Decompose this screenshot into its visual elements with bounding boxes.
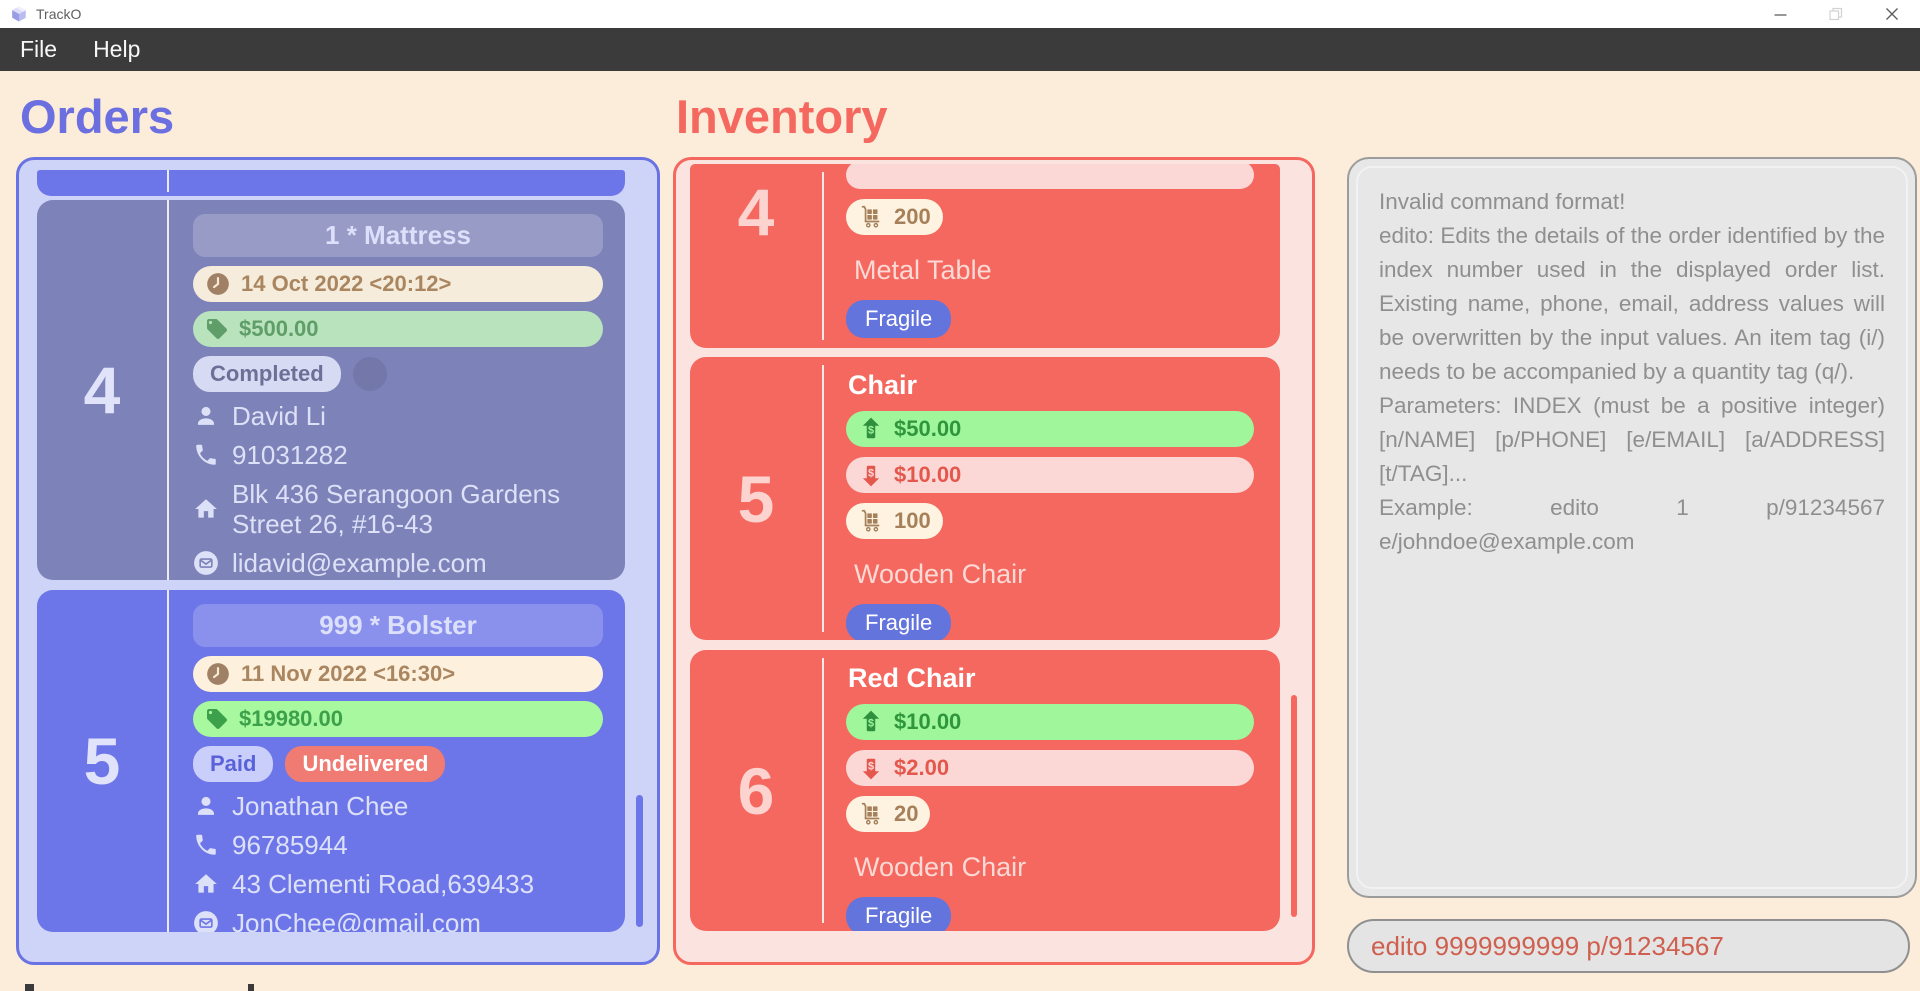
customer-address-row: 43 Clementi Road,639433 bbox=[193, 869, 603, 899]
order-total-pill: $19980.00 bbox=[193, 701, 603, 737]
window-controls bbox=[1752, 0, 1920, 28]
window-title: TrackO bbox=[36, 6, 82, 22]
menu-file[interactable]: File bbox=[20, 36, 58, 62]
customer-email-row: JonChee@gmail.com bbox=[193, 908, 603, 932]
svg-text:$: $ bbox=[868, 424, 874, 436]
item-description: Wooden Chair bbox=[854, 559, 1027, 589]
phone-icon bbox=[196, 834, 216, 855]
order-total-pill: $500.00 bbox=[193, 311, 603, 347]
order-datetime-pill: 11 Nov 2022 <16:30> bbox=[193, 656, 603, 692]
cost-price-pill-partial bbox=[846, 164, 1254, 189]
result-line: Invalid command format! bbox=[1379, 189, 1626, 214]
person-icon bbox=[197, 406, 215, 425]
inventory-card: 5 Chair $ $50.00 $ $10.00 bbox=[690, 357, 1280, 640]
person-icon bbox=[197, 796, 215, 815]
order-index: 4 bbox=[83, 353, 121, 427]
card-divider bbox=[822, 365, 824, 632]
cost-price-pill: $ $2.00 bbox=[846, 750, 1254, 786]
title-bar: TrackO bbox=[0, 0, 1920, 28]
menu-help[interactable]: Help bbox=[93, 36, 141, 62]
sell-price-pill: $ $50.00 bbox=[846, 411, 1254, 447]
email-icon bbox=[194, 911, 218, 932]
home-icon bbox=[195, 874, 217, 893]
customer-address-row: Blk 436 Serangoon Gardens Street 26, #16… bbox=[193, 479, 603, 539]
inventory-card: 6 Red Chair $ $10.00 $ $2.00 bbox=[690, 650, 1280, 931]
item-index: 6 bbox=[737, 753, 775, 828]
price-tag-icon bbox=[207, 319, 227, 339]
cost-price-arrow-down-icon: $ bbox=[862, 465, 880, 487]
menu-bar: File Help bbox=[0, 28, 1920, 71]
close-button[interactable] bbox=[1864, 0, 1920, 28]
svg-text:$: $ bbox=[868, 717, 874, 729]
minimize-button[interactable] bbox=[1752, 0, 1808, 28]
customer-phone-row: 91031282 bbox=[193, 440, 603, 470]
result-line: edito: Edits the details of the order id… bbox=[1379, 223, 1885, 384]
status-badge-completed: Completed bbox=[193, 356, 341, 392]
item-description: Metal Table bbox=[854, 255, 992, 285]
email-icon bbox=[194, 551, 218, 575]
home-icon bbox=[195, 499, 217, 518]
card-divider bbox=[167, 590, 169, 932]
sell-price-pill: $ $10.00 bbox=[846, 704, 1254, 740]
cost-price-arrow-down-icon: $ bbox=[862, 758, 880, 780]
svg-text:$: $ bbox=[868, 468, 874, 480]
customer-phone-row: 96785944 bbox=[193, 830, 603, 860]
inventory-list-panel: 4 200 Metal Tab bbox=[673, 157, 1315, 965]
clock-icon bbox=[207, 273, 229, 295]
clipped-text-fragment bbox=[248, 984, 254, 991]
cart-icon bbox=[861, 802, 880, 825]
cart-icon bbox=[861, 509, 880, 532]
status-badge-paid: Paid bbox=[193, 746, 274, 782]
quantity-pill: 200 bbox=[846, 199, 943, 235]
item-index: 5 bbox=[737, 461, 775, 536]
result-line: Parameters: INDEX (must be a positive in… bbox=[1379, 393, 1885, 486]
svg-text:$: $ bbox=[868, 761, 874, 773]
result-line: Example: edito 1 p/91234567 e/johndoe@ex… bbox=[1379, 495, 1885, 554]
inventory-heading: Inventory bbox=[676, 90, 888, 143]
result-display: Invalid command format! edito: Edits the… bbox=[1347, 157, 1917, 898]
order-items-pill: 999 * Bolster bbox=[193, 604, 603, 647]
quantity-pill: 20 bbox=[846, 796, 931, 832]
cart-icon bbox=[861, 205, 880, 228]
sell-price-arrow-up-icon: $ bbox=[862, 710, 880, 732]
item-tag-pill: Fragile bbox=[846, 604, 952, 640]
order-card: 4 1 * Mattress 14 Oct 2022 <20:12> bbox=[37, 200, 625, 580]
sell-price-arrow-up-icon: $ bbox=[862, 417, 880, 439]
dimmed-status-circle bbox=[352, 357, 387, 391]
inventory-scrollbar-thumb[interactable] bbox=[1291, 695, 1297, 917]
orders-list-panel: 4 1 * Mattress 14 Oct 2022 <20:12> bbox=[16, 157, 660, 965]
app-package-icon bbox=[10, 5, 28, 23]
status-badge-undelivered: Undelivered bbox=[285, 746, 446, 782]
cost-price-pill: $ $10.00 bbox=[846, 457, 1254, 493]
item-tag-pill: Fragile bbox=[846, 897, 952, 931]
item-name: Red Chair bbox=[848, 663, 976, 693]
phone-icon bbox=[196, 444, 216, 465]
order-card: 5 999 * Bolster 11 Nov 2022 <16:30> bbox=[37, 590, 625, 932]
orders-scrollbar-thumb[interactable] bbox=[636, 795, 643, 927]
restore-button[interactable] bbox=[1808, 0, 1864, 28]
item-index: 4 bbox=[737, 175, 775, 249]
price-tag-icon bbox=[207, 709, 227, 729]
card-divider bbox=[167, 200, 169, 580]
item-description: Wooden Chair bbox=[854, 852, 1027, 882]
customer-email-row: lidavid@example.com bbox=[193, 548, 603, 578]
order-index: 5 bbox=[83, 724, 121, 798]
item-tag-pill: Fragile bbox=[846, 300, 952, 338]
order-items-pill: 1 * Mattress bbox=[193, 214, 603, 257]
order-card-partial-above bbox=[37, 170, 625, 196]
command-input[interactable] bbox=[1347, 919, 1910, 973]
inventory-card: 4 200 Metal Tab bbox=[690, 164, 1280, 348]
clipped-text-fragment bbox=[25, 984, 34, 991]
orders-heading: Orders bbox=[20, 90, 175, 143]
clock-icon bbox=[207, 663, 229, 685]
order-datetime-pill: 14 Oct 2022 <20:12> bbox=[193, 266, 603, 302]
customer-name-row: David Li bbox=[193, 401, 603, 431]
card-divider bbox=[822, 172, 824, 340]
item-name: Chair bbox=[848, 370, 918, 400]
workspace: Orders Inventory 4 1 * Mattress 14 Oct 2… bbox=[0, 71, 1920, 991]
card-divider bbox=[822, 658, 824, 923]
quantity-pill: 100 bbox=[846, 503, 943, 539]
customer-name-row: Jonathan Chee bbox=[193, 791, 603, 821]
